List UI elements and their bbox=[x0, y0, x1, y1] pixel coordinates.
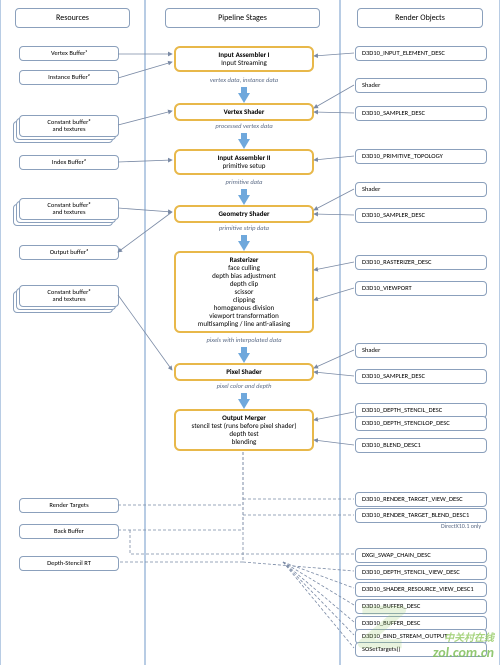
arrow-6 bbox=[238, 399, 250, 409]
res-back-buffer: Back Buffer bbox=[19, 524, 119, 539]
ro-blend: D3D10_BLEND_DESC1 bbox=[355, 438, 487, 453]
header-pipeline: Pipeline Stages bbox=[165, 8, 319, 28]
res-depth-stencil-rt: Depth-Stencil RT bbox=[19, 556, 119, 571]
ro-sampler-1: D3D10_SAMPLER_DESC bbox=[355, 106, 487, 121]
stage-ps: Pixel Shader bbox=[174, 363, 314, 381]
stage-ia1-sub: Input Streaming bbox=[180, 59, 308, 67]
ro-srv: D3D10_SHADER_RESOURCE_VIEW_DESC1 bbox=[355, 582, 487, 597]
ro-depth-stencilop: D3D10_DEPTH_STENCILOP_DESC bbox=[355, 416, 487, 431]
stage-vs: Vertex Shader bbox=[174, 103, 314, 121]
res-render-targets: Render Targets bbox=[19, 498, 119, 513]
flow-5: pixels with interpolated data bbox=[174, 336, 314, 344]
rast-l7: multisampling / line anti-aliasing bbox=[180, 320, 308, 328]
watermark-en: zol.com.cn bbox=[433, 644, 494, 661]
res-vertex-buffer: Vertex Buffer¹ bbox=[19, 46, 119, 61]
ro-shader-3: Shader bbox=[355, 343, 487, 358]
res-instance-buffer: Instance Buffer² bbox=[19, 70, 119, 85]
note-dx101: DirectX10.1 only bbox=[441, 522, 481, 530]
ro-dsv: D3D10_DEPTH_STENCIL_VIEW_DESC bbox=[355, 565, 487, 580]
col-resources: Resources Vertex Buffer¹ Instance Buffer… bbox=[0, 0, 145, 665]
arrow-3 bbox=[238, 195, 250, 205]
ro-prim-topology: D3D10_PRIMITIVE_TOPOLOGY bbox=[355, 149, 487, 164]
ro-shader-1: Shader bbox=[355, 78, 487, 93]
ro-sampler-3: D3D10_SAMPLER_DESC bbox=[355, 369, 487, 384]
om-l2: blending bbox=[180, 438, 308, 446]
res-output-buffer: Output buffer³ bbox=[19, 245, 119, 260]
arrow-1 bbox=[238, 93, 250, 103]
ro-sampler-2: D3D10_SAMPLER_DESC bbox=[355, 208, 487, 223]
flow-1: vertex data, instance data bbox=[174, 76, 314, 84]
flow-4: primitive strip data bbox=[174, 224, 314, 232]
stage-om: Output Merger stencil test (runs before … bbox=[174, 409, 314, 451]
watermark-cn: 中关村在线 bbox=[433, 629, 494, 644]
stage-ia2: Input Assembler II primitive setup bbox=[174, 149, 314, 175]
stage-gs: Geometry Shader bbox=[174, 205, 314, 223]
flow-2: processed vertex data bbox=[174, 122, 314, 130]
header-render: Render Objects bbox=[357, 8, 483, 28]
stage-ia1: Input Assembler I Input Streaming bbox=[174, 46, 314, 72]
stage-ps-title: Pixel Shader bbox=[180, 368, 308, 376]
stage-vs-title: Vertex Shader bbox=[180, 108, 308, 116]
res-const-tex-2: Constant buffer² and textures bbox=[19, 198, 119, 220]
stage-rasterizer: Rasterizer face culling depth bias adjus… bbox=[174, 251, 314, 333]
col-render: Render Objects D3D10_INPUT_ELEMENT_DESC … bbox=[340, 0, 500, 665]
ro-viewport: D3D10_VIEWPORT bbox=[355, 281, 487, 296]
watermark-z-icon bbox=[354, 599, 410, 655]
stage-gs-title: Geometry Shader bbox=[180, 210, 308, 218]
res-index-buffer: Index Buffer² bbox=[19, 155, 119, 170]
arrow-2 bbox=[238, 139, 250, 149]
ro-input-element: D3D10_INPUT_ELEMENT_DESC bbox=[355, 46, 487, 61]
arrow-5 bbox=[238, 353, 250, 363]
watermark: 中关村在线 zol.com.cn bbox=[433, 629, 494, 661]
header-resources: Resources bbox=[15, 8, 129, 28]
flow-3: primitive data bbox=[174, 178, 314, 186]
ro-shader-2: Shader bbox=[355, 182, 487, 197]
ro-rtv: D3D10_RENDER_TARGET_VIEW_DESC bbox=[355, 492, 487, 507]
col-pipeline: Pipeline Stages Input Assembler I Input … bbox=[145, 0, 340, 665]
ro-rt-blend: D3D10_RENDER_TARGET_BLEND_DESC1 bbox=[355, 508, 487, 523]
arrow-4 bbox=[238, 241, 250, 251]
ro-rasterizer: D3D10_RASTERIZER_DESC bbox=[355, 255, 487, 270]
flow-6: pixel color and depth bbox=[174, 382, 314, 390]
res-const-tex-1: Constant buffer² and textures bbox=[19, 115, 119, 137]
res-const-tex-3: Constant buffer² and textures bbox=[19, 285, 119, 307]
stage-ia2-sub: primitive setup bbox=[180, 162, 308, 170]
ro-swap-chain: DXGI_SWAP_CHAIN_DESC bbox=[355, 548, 487, 563]
